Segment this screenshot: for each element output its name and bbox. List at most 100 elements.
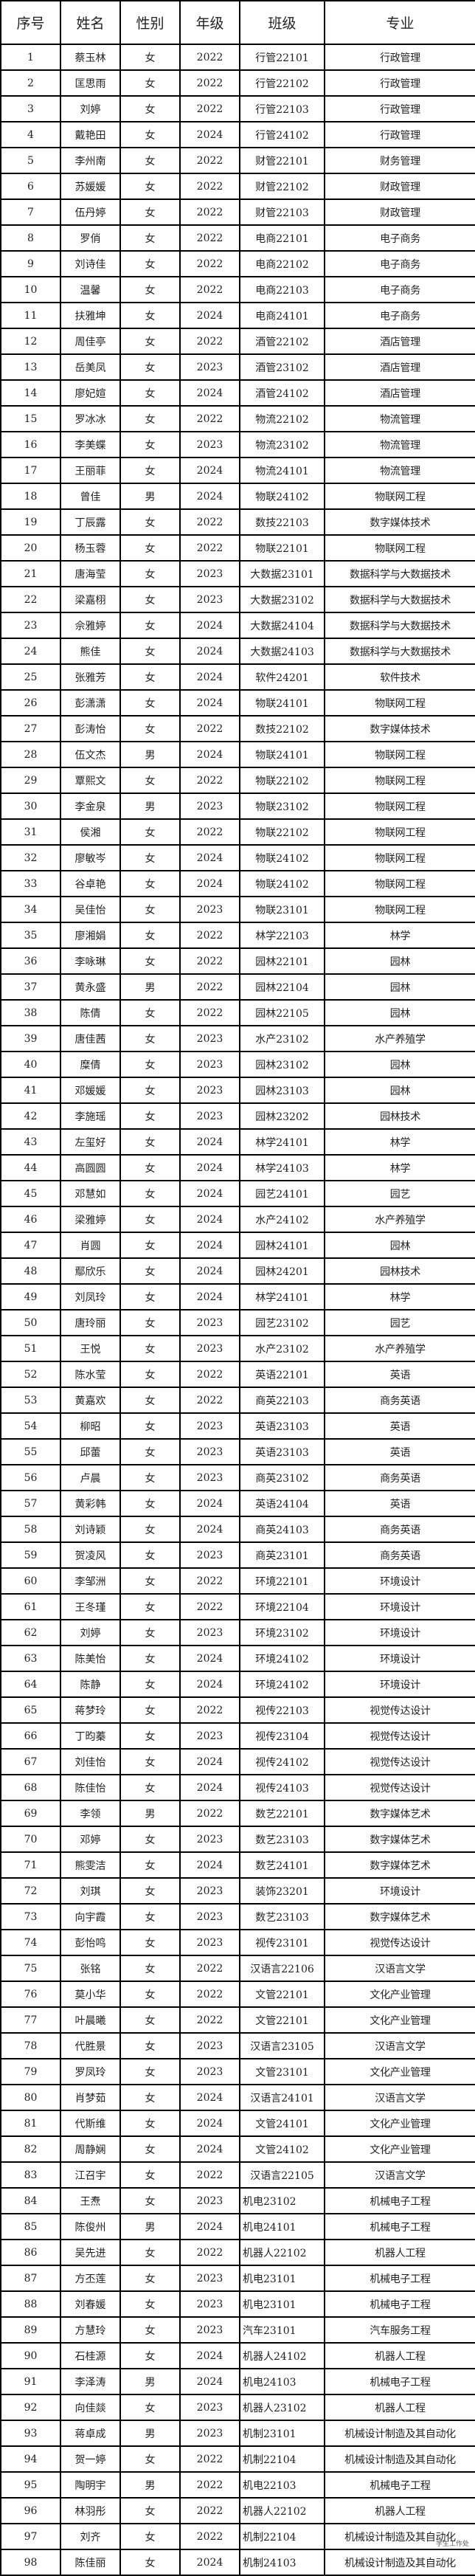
cell-class: 汉语言22105 (239, 2161, 325, 2189)
cell-gender: 女 (119, 715, 181, 742)
cell-gender: 女 (119, 1232, 181, 1259)
cell-name: 江召宇 (60, 2161, 121, 2189)
table-row: 93 蒋卓成男 2023 机制23101 机械设计制造及其自动化 (0, 2420, 475, 2447)
cell-grade: 2024 (179, 2110, 240, 2137)
cell-gender: 女 (119, 1696, 181, 1724)
cell-gender: 女 (119, 1257, 181, 1285)
cell-index: 4 (0, 121, 61, 148)
cell-class: 英语24104 (239, 1490, 325, 1517)
cell-major: 园林 (324, 947, 475, 975)
cell-gender: 女 (119, 1309, 181, 1336)
table-row: 43 左玺好女 2024 林学24101 林学 (0, 1128, 475, 1156)
cell-major: 数字媒体艺术 (324, 1903, 475, 1930)
cell-gender: 女 (119, 870, 181, 897)
cell-index: 37 (0, 973, 61, 1001)
cell-class: 汽车23101 (239, 2316, 325, 2344)
cell-name: 张铭 (60, 1955, 121, 1982)
cell-name: 彭涛怡 (60, 715, 121, 742)
cell-class: 酒管23102 (239, 353, 325, 381)
cell-grade: 2023 (179, 1438, 240, 1465)
table-row: 39 唐佳茜女 2023 水产23102 水产养殖学 (0, 1025, 475, 1052)
cell-index: 47 (0, 1232, 61, 1259)
cell-major: 财务管理 (324, 147, 475, 174)
table-row: 13 岳美凤女 2023 酒管23102 酒店管理 (0, 353, 475, 381)
cell-name: 李邹洲 (60, 1567, 121, 1595)
cell-gender: 女 (119, 2110, 181, 2137)
cell-grade: 2022 (179, 173, 240, 200)
cell-index: 39 (0, 1025, 61, 1052)
cell-class: 电商24101 (239, 302, 325, 329)
cell-index: 68 (0, 1774, 61, 1801)
cell-name: 鄢欣乐 (60, 1257, 121, 1285)
header-gender: 性别 (119, 0, 181, 45)
cell-name: 侯湘 (60, 818, 121, 846)
cell-index: 78 (0, 2032, 61, 2059)
cell-major: 文化产业管理 (324, 2006, 475, 2034)
cell-grade: 2022 (179, 2497, 240, 2524)
cell-class: 文管23101 (239, 2058, 325, 2085)
cell-class: 物联23102 (239, 793, 325, 820)
cell-class: 园林24201 (239, 1257, 325, 1285)
cell-index: 43 (0, 1128, 61, 1156)
cell-major: 电子商务 (324, 302, 475, 329)
cell-major: 视觉传达设计 (324, 1929, 475, 1956)
cell-class: 财管22103 (239, 198, 325, 226)
table-row: 11 扶雅坤女 2024 电商24101 电子商务 (0, 302, 475, 329)
cell-major: 环境设计 (324, 1619, 475, 1646)
cell-index: 75 (0, 1955, 61, 1982)
cell-major: 园林 (324, 1051, 475, 1078)
table-row: 80 肖梦茹女 2024 汉语言24101 汉语言文学 (0, 2084, 475, 2111)
cell-index: 61 (0, 1593, 61, 1620)
cell-name: 熊佳 (60, 638, 121, 665)
table-row: 81 代斯维女 2024 文管24101 文化产业管理 (0, 2110, 475, 2137)
table-row: 47 肖圆女 2024 园林24101 园林 (0, 1232, 475, 1259)
cell-name: 柳昭 (60, 1412, 121, 1440)
cell-gender: 女 (119, 250, 181, 277)
cell-grade: 2022 (179, 147, 240, 174)
cell-grade: 2024 (179, 1851, 240, 1879)
cell-major: 环境设计 (324, 1645, 475, 1672)
table-row: 83 江召宇女 2022 汉语言22105 汉语言文学 (0, 2161, 475, 2189)
cell-name: 王冬瑾 (60, 1593, 121, 1620)
cell-name: 方慧玲 (60, 2316, 121, 2344)
cell-gender: 男 (119, 2471, 181, 2499)
cell-class: 机电23101 (239, 2265, 325, 2292)
cell-class: 林学24101 (239, 1283, 325, 1311)
header-class: 班级 (239, 0, 325, 45)
cell-name: 陈美怡 (60, 1645, 121, 1672)
cell-name: 蔡玉林 (60, 44, 121, 71)
cell-gender: 女 (119, 1516, 181, 1543)
cell-grade: 2022 (179, 69, 240, 97)
cell-major: 视觉传达设计 (324, 1748, 475, 1775)
cell-index: 65 (0, 1696, 61, 1724)
cell-gender: 女 (119, 302, 181, 329)
cell-grade: 2023 (179, 353, 240, 381)
table-row: 59 贺凌风女 2023 商英23101 商务英语 (0, 1541, 475, 1569)
cell-gender: 女 (119, 1077, 181, 1104)
table-row: 50 唐玲丽女 2023 园艺23102 园艺 (0, 1309, 475, 1336)
cell-gender: 男 (119, 793, 181, 820)
cell-name: 周静娴 (60, 2135, 121, 2163)
cell-index: 49 (0, 1283, 61, 1311)
table-row: 79 罗凤玲女 2023 文管23101 文化产业管理 (0, 2058, 475, 2085)
cell-class: 大数据23102 (239, 586, 325, 613)
cell-index: 6 (0, 173, 61, 200)
cell-name: 伍丹婷 (60, 198, 121, 226)
table-row: 32 廖敏岑女 2024 物联24102 物联网工程 (0, 844, 475, 871)
cell-major: 园林 (324, 973, 475, 1001)
cell-major: 英语 (324, 1361, 475, 1388)
table-row: 70 邓婷女 2023 数艺23103 数字媒体艺术 (0, 1826, 475, 1853)
cell-gender: 男 (119, 1800, 181, 1827)
cell-index: 36 (0, 947, 61, 975)
cell-index: 67 (0, 1748, 61, 1775)
cell-name: 代斯维 (60, 2110, 121, 2137)
cell-name: 杨玉蓉 (60, 534, 121, 562)
cell-gender: 女 (119, 586, 181, 613)
cell-gender: 女 (119, 328, 181, 355)
cell-index: 50 (0, 1309, 61, 1336)
cell-grade: 2022 (179, 198, 240, 226)
cell-index: 76 (0, 1981, 61, 2008)
cell-class: 商英23102 (239, 1464, 325, 1491)
cell-name: 刘春媛 (60, 2290, 121, 2318)
cell-grade: 2024 (179, 2084, 240, 2111)
